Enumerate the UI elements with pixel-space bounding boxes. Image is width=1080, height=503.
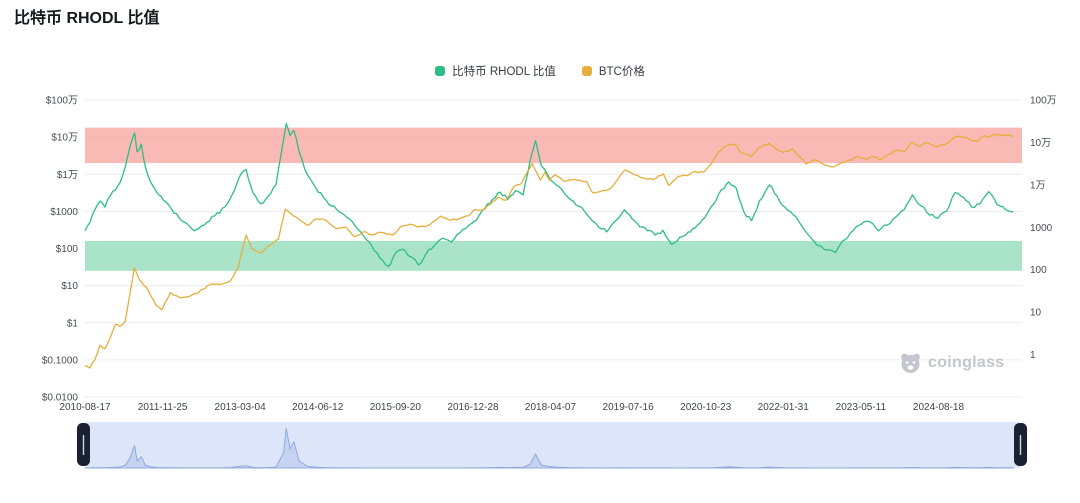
overheat-zone-band	[85, 127, 1022, 164]
btc-price-series-swatch	[581, 66, 592, 76]
zone-bands	[85, 127, 1022, 271]
svg-text:2015-09-20: 2015-09-20	[370, 402, 422, 413]
svg-text:2022-01-31: 2022-01-31	[758, 402, 810, 413]
svg-text:$10万: $10万	[51, 133, 78, 144]
svg-text:$100万: $100万	[46, 96, 78, 107]
svg-text:1000: 1000	[1030, 223, 1053, 234]
svg-text:2010-08-17: 2010-08-17	[59, 402, 111, 413]
legend-label-rhodl: 比特币 RHODL 比值	[452, 66, 556, 78]
svg-text:$1万: $1万	[57, 170, 78, 181]
svg-text:2019-07-16: 2019-07-16	[603, 402, 655, 413]
page-title: 比特币 RHODL 比值	[14, 10, 160, 27]
svg-text:$0.0100: $0.0100	[42, 393, 79, 404]
chart-legend: 比特币 RHODL 比值 BTC价格	[0, 63, 1080, 79]
y-axis-left-labels: $100万 $10万 $1万 $1000 $100 $10 $1 $0.1000 $0.0100	[42, 96, 79, 404]
svg-text:2014-06-12: 2014-06-12	[292, 402, 344, 413]
series-line-btc-price	[84, 133, 1014, 369]
rhodl-series-swatch	[435, 66, 446, 76]
svg-text:$100: $100	[56, 244, 79, 255]
svg-text:2020-10-23: 2020-10-23	[680, 402, 732, 413]
x-axis-labels: 2010-08-17 2011-11-25 2013-03-04 2014-06-12…	[59, 402, 964, 413]
svg-text:10: 10	[1030, 308, 1042, 319]
svg-text:2018-04-07: 2018-04-07	[525, 402, 577, 413]
svg-text:$0.1000: $0.1000	[42, 355, 79, 366]
navigator-handle-right[interactable]	[1014, 423, 1027, 466]
svg-text:1万: 1万	[1030, 180, 1046, 191]
svg-text:100万: 100万	[1030, 96, 1057, 107]
navigator-area-chart	[84, 427, 1014, 469]
svg-text:$1000: $1000	[50, 207, 78, 218]
navigator-handle-left[interactable]	[77, 423, 90, 466]
svg-text:1: 1	[1030, 350, 1036, 361]
svg-text:2011-11-25: 2011-11-25	[138, 402, 188, 413]
legend-item-btc-price[interactable]: BTC价格	[581, 63, 645, 79]
accumulation-zone-band	[85, 240, 1022, 271]
svg-text:10万: 10万	[1030, 138, 1051, 149]
y-axis-right-labels: 100万 10万 1万 1000 100 10 1	[1030, 96, 1057, 362]
svg-text:2013-03-04: 2013-03-04	[215, 402, 267, 413]
svg-text:$1: $1	[67, 318, 79, 329]
svg-text:2016-12-28: 2016-12-28	[447, 402, 499, 413]
svg-text:2024-08-18: 2024-08-18	[913, 402, 965, 413]
svg-text:100: 100	[1030, 265, 1047, 276]
series-line-rhodl	[84, 123, 1014, 268]
legend-item-rhodl[interactable]: 比特币 RHODL 比值	[435, 63, 556, 79]
navigator-track[interactable]	[85, 422, 1022, 468]
legend-label-btc-price: BTC价格	[598, 66, 645, 78]
svg-text:2023-05-11: 2023-05-11	[836, 402, 887, 413]
svg-text:$10: $10	[61, 281, 78, 292]
